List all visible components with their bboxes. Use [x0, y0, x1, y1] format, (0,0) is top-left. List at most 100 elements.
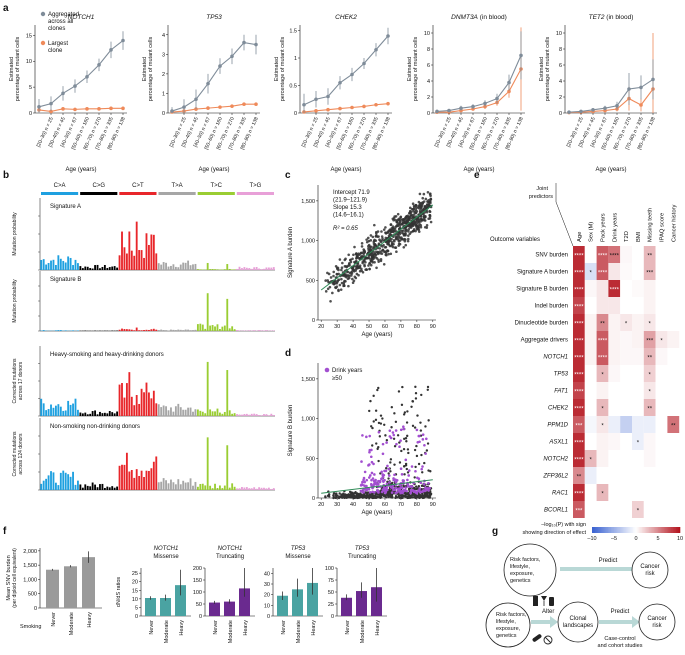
x-tick-label: 40 — [350, 502, 356, 508]
row-label: Signature B — [50, 277, 81, 283]
scatter-point — [356, 496, 360, 500]
scatter-point — [403, 437, 406, 441]
signature-bar — [243, 330, 246, 331]
heatmap-cell — [620, 399, 632, 416]
scatter-point-drinker — [381, 475, 385, 479]
heatmap-cell — [608, 501, 621, 518]
heatmap-cell — [608, 246, 621, 263]
y-tick-label: 5 — [29, 85, 32, 91]
heatmap-cell — [667, 314, 680, 331]
signature-bar — [99, 411, 101, 416]
scatter-point — [429, 220, 433, 224]
scatter-point — [426, 442, 430, 445]
scatter-point-drinker — [423, 443, 426, 447]
data-point-agg — [194, 97, 198, 102]
scatter-point — [338, 492, 341, 495]
scatter-point — [358, 265, 362, 269]
signature-bar — [174, 330, 177, 331]
signature-bar — [138, 250, 141, 270]
signature-bar — [265, 488, 268, 490]
annotation-text: (21.9–121.9) — [333, 198, 367, 204]
y-tick-label: 2 — [559, 95, 562, 101]
x-tick-label: Moderate — [228, 620, 234, 643]
category-bar — [80, 192, 118, 195]
alter-arrow — [531, 620, 551, 624]
legend-marker-largest — [40, 40, 46, 46]
panel-label-g: g — [492, 526, 498, 537]
signature-bar — [253, 487, 256, 490]
scatter-point — [419, 225, 423, 229]
signature-bar — [45, 478, 48, 490]
y-tick-label: 1,500 — [301, 199, 315, 205]
panel-label-d: d — [285, 348, 291, 359]
scatter-point — [337, 289, 340, 293]
significance-stars: **** — [574, 288, 584, 294]
series-line-agg — [436, 55, 522, 112]
scatter-point — [413, 448, 417, 452]
heatmap-cell — [608, 450, 621, 467]
y-axis-label: Signature A burden — [288, 227, 294, 278]
scatter-point — [353, 260, 356, 264]
significance-stars: * — [601, 492, 604, 498]
signature-bar — [214, 411, 216, 416]
data-point-largest — [314, 109, 318, 113]
y-axis-label: percentage of mutant cells — [148, 36, 154, 101]
bar-chart-snv: 0 500 1,000 1,500 2,000 Never Moderate Heavy Mea… — [6, 548, 102, 635]
scatter-point-drinker — [385, 441, 388, 444]
row-label: Heavy-smoking and heavy-drinking donors — [50, 352, 164, 358]
scatter-point — [392, 437, 396, 440]
signature-bar — [125, 329, 128, 331]
scatter-point-drinker — [420, 467, 424, 471]
scatter-point — [380, 235, 384, 238]
node-text: landscapes — [563, 623, 593, 629]
scatter-point-drinker — [370, 460, 374, 464]
y-tick-label: 0 — [267, 614, 270, 620]
scatter-point — [359, 492, 362, 495]
y-tick-label: 15 — [26, 33, 32, 39]
scatter-point — [340, 277, 343, 281]
y-tick-label: 10 — [556, 31, 562, 37]
y-tick-label: 0 — [29, 111, 32, 117]
signature-bar — [40, 259, 43, 270]
signature-bar — [140, 470, 143, 490]
scatter-point — [332, 494, 335, 497]
scatter-point-drinker — [417, 434, 421, 438]
signature-bar — [143, 476, 145, 490]
heatmap-cell — [596, 280, 609, 297]
scatter-point — [371, 235, 375, 239]
significance-stars: **** — [574, 492, 584, 498]
data-point-agg — [326, 94, 330, 99]
scatter-point — [423, 461, 426, 465]
signature-bar — [248, 268, 251, 270]
signature-bar — [201, 483, 204, 490]
y-tick-label: 0.5 — [289, 84, 297, 90]
bar — [356, 591, 367, 616]
row-label: FAT1 — [554, 389, 568, 395]
signature-bar — [258, 415, 261, 416]
signature-bar — [209, 485, 212, 490]
column-label: Missing teeth — [648, 208, 654, 242]
signature-bar — [258, 330, 261, 331]
data-point-largest — [242, 102, 246, 106]
scatter-point — [427, 495, 430, 499]
signature-bar — [152, 390, 155, 416]
y-tick-label: 5 — [135, 605, 138, 611]
heatmap-cell — [596, 365, 609, 382]
colorbar-segment — [597, 527, 600, 533]
significance-stars: * — [660, 339, 663, 345]
significance-stars: * — [601, 424, 604, 430]
scatter-point-drinker — [381, 442, 385, 446]
scatter-point — [348, 271, 352, 275]
x-tick-label: Moderate — [164, 620, 170, 643]
chart-subtitle: Truncating — [216, 554, 244, 560]
signature-bar — [40, 398, 43, 416]
heatmap-cell — [608, 399, 621, 416]
scatter-point-drinker — [363, 480, 367, 484]
scatter-point — [390, 493, 394, 497]
signature-bar — [64, 262, 67, 270]
scatter-point — [403, 473, 406, 476]
x-tick-label: Never — [345, 620, 351, 635]
row-label: NOTCH2 — [543, 457, 568, 463]
bar — [292, 589, 303, 616]
scatter-point — [422, 200, 426, 203]
